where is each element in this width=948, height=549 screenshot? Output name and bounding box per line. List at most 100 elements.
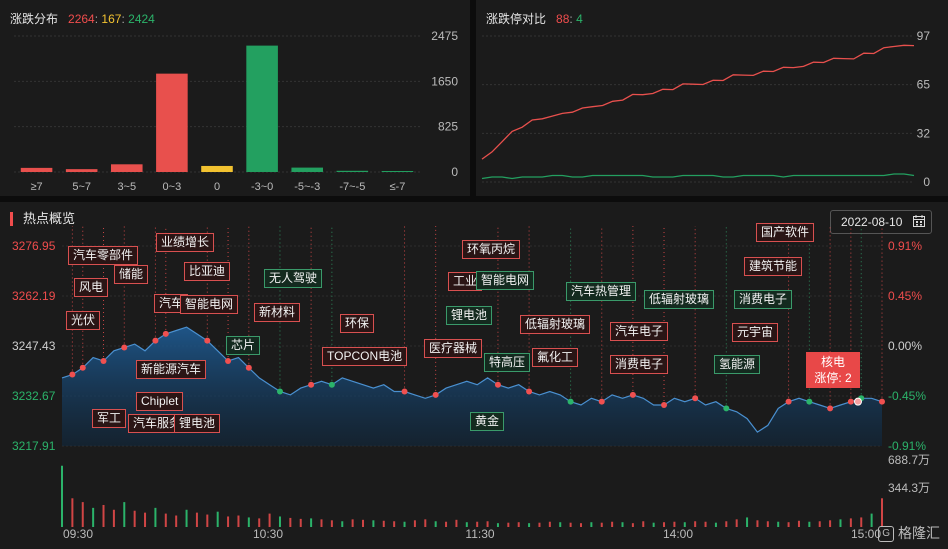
volume-bar xyxy=(538,522,541,527)
volume-bar xyxy=(756,520,759,527)
hot-chart: 3276.95 0.91% 3262.19 0.45% 3247.43 0.00% 3232… xyxy=(12,226,930,541)
concept-tag[interactable]: 无人驾驶 xyxy=(264,269,323,288)
concept-tag[interactable]: 元宇宙 xyxy=(732,323,779,342)
concept-tag[interactable]: 国产软件 xyxy=(756,223,815,242)
bar xyxy=(20,167,53,172)
series-line xyxy=(481,44,915,160)
price-tick-label: 3217.91 xyxy=(12,439,56,453)
concept-tag[interactable]: 汽车电子 xyxy=(610,322,669,341)
concept-tag[interactable]: 汽车零部件 xyxy=(68,246,139,265)
volume-bar xyxy=(133,510,136,527)
concept-tag[interactable]: 氟化工 xyxy=(532,348,579,367)
concept-tag[interactable]: 新材料 xyxy=(254,303,301,322)
volume-bar xyxy=(528,523,531,527)
volume-bar xyxy=(393,521,396,527)
hot-panel: 热点概览 2022-08-10 3276.95 0.91% 3262.19 0.45%… xyxy=(0,202,948,549)
event-dot xyxy=(204,337,211,344)
concept-tag[interactable]: 消费电子 xyxy=(610,355,669,374)
volume-bar xyxy=(507,522,510,527)
volume-bar xyxy=(694,521,697,527)
concept-tag[interactable]: 环氧丙烷 xyxy=(462,240,521,259)
down-count: 2424 xyxy=(128,12,155,26)
event-dot xyxy=(328,381,335,388)
concept-tag[interactable]: 军工 xyxy=(92,409,127,428)
bar xyxy=(246,45,278,172)
volume-bar xyxy=(465,522,468,527)
distribution-panel: 涨跌分布 2264: 167: 2424 2475 1650 825 0 ≥7 5~7 3~… xyxy=(0,0,470,196)
y-tick-label: 2475 xyxy=(431,29,458,43)
tooltip-name: 核电 xyxy=(820,355,845,369)
pct-tick-label: -0.91% xyxy=(888,439,926,453)
concept-tag[interactable]: 风电 xyxy=(74,278,109,297)
event-dot xyxy=(432,391,439,398)
event-dot xyxy=(785,398,792,405)
concept-tag[interactable]: 智能电网 xyxy=(476,271,535,290)
concept-tag[interactable]: 智能电网 xyxy=(180,295,239,314)
distribution-title: 涨跌分布 xyxy=(10,12,59,26)
concept-tag[interactable]: 特高压 xyxy=(484,353,531,372)
pct-tick-label: 0.00% xyxy=(888,339,922,353)
concept-tag[interactable]: 储能 xyxy=(114,265,149,284)
price-tick-label: 3232.67 xyxy=(12,389,56,403)
concept-tag[interactable]: 汽车热管理 xyxy=(566,282,637,301)
concept-tag[interactable]: 芯片 xyxy=(226,336,261,355)
concept-tag[interactable]: 业绩增长 xyxy=(156,233,215,252)
limit-title: 涨跌停对比 xyxy=(486,12,547,26)
volume-bar xyxy=(590,522,593,527)
x-tick-label: 3~5 xyxy=(117,181,136,193)
y-tick-label: 65 xyxy=(917,78,931,92)
volume-bar xyxy=(341,521,344,527)
volume-bar xyxy=(631,523,634,527)
tooltip-dot xyxy=(854,397,862,406)
concept-tag[interactable]: Chiplet xyxy=(136,392,184,411)
limit-chart: 97 65 32 0 xyxy=(481,29,931,189)
concept-tag[interactable]: 黄金 xyxy=(470,412,505,431)
event-dot xyxy=(827,405,834,412)
volume-bar xyxy=(175,515,178,527)
x-tick-label: -5~-3 xyxy=(294,181,320,193)
concept-tag[interactable]: 锂电池 xyxy=(446,306,493,325)
concept-tag[interactable]: 汽车 xyxy=(154,294,189,313)
volume-bar xyxy=(621,522,624,527)
tooltip-count: 涨停: 2 xyxy=(814,371,852,385)
concept-tag[interactable]: 低辐射玻璃 xyxy=(644,290,715,309)
calendar-icon[interactable] xyxy=(913,215,925,227)
concept-tag[interactable]: 建筑节能 xyxy=(744,257,803,276)
volume-bar xyxy=(372,520,375,527)
concept-tag[interactable]: 消费电子 xyxy=(734,290,793,309)
volume-bar xyxy=(351,519,354,527)
brand-logo: G 格隆汇 xyxy=(878,523,940,543)
date-picker[interactable]: 2022-08-10 xyxy=(830,210,932,234)
volume-bar xyxy=(600,522,603,527)
bar xyxy=(201,165,233,172)
concept-tag[interactable]: 环保 xyxy=(340,314,375,333)
concept-tag[interactable]: 工业 xyxy=(448,272,483,291)
volume-tick-label: 344.3万 xyxy=(888,481,930,495)
volume-bar xyxy=(548,521,551,527)
event-dot xyxy=(121,344,128,351)
event-dot xyxy=(494,381,501,388)
volume-bar xyxy=(102,504,105,527)
volume-bar xyxy=(154,507,157,527)
event-dot xyxy=(245,364,252,371)
bar xyxy=(110,164,143,172)
concept-tag[interactable]: 氢能源 xyxy=(714,355,761,374)
time-tick-label: 10:30 xyxy=(253,527,283,541)
concept-tag[interactable]: 汽车服务 xyxy=(128,414,187,433)
concept-tag[interactable]: 新能源汽车 xyxy=(136,360,207,379)
concept-tag[interactable]: 锂电池 xyxy=(174,414,221,433)
bar xyxy=(156,73,188,172)
concept-tag[interactable]: 光伏 xyxy=(66,311,101,330)
limit-header: 涨跌停对比 88: 4 xyxy=(486,10,583,27)
volume-bar xyxy=(881,498,883,527)
volume-bar xyxy=(517,522,520,527)
concept-tag[interactable]: 低辐射玻璃 xyxy=(520,315,591,334)
volume-bar xyxy=(860,517,863,527)
concept-tag[interactable]: 医疗器械 xyxy=(424,339,483,358)
volume-bar xyxy=(839,519,842,527)
event-dot xyxy=(629,391,636,398)
concept-tag[interactable]: 比亚迪 xyxy=(184,262,231,281)
concept-tag[interactable]: TOPCON电池 xyxy=(322,347,408,366)
y-tick-label: 1650 xyxy=(431,74,458,88)
event-dot xyxy=(308,381,315,388)
